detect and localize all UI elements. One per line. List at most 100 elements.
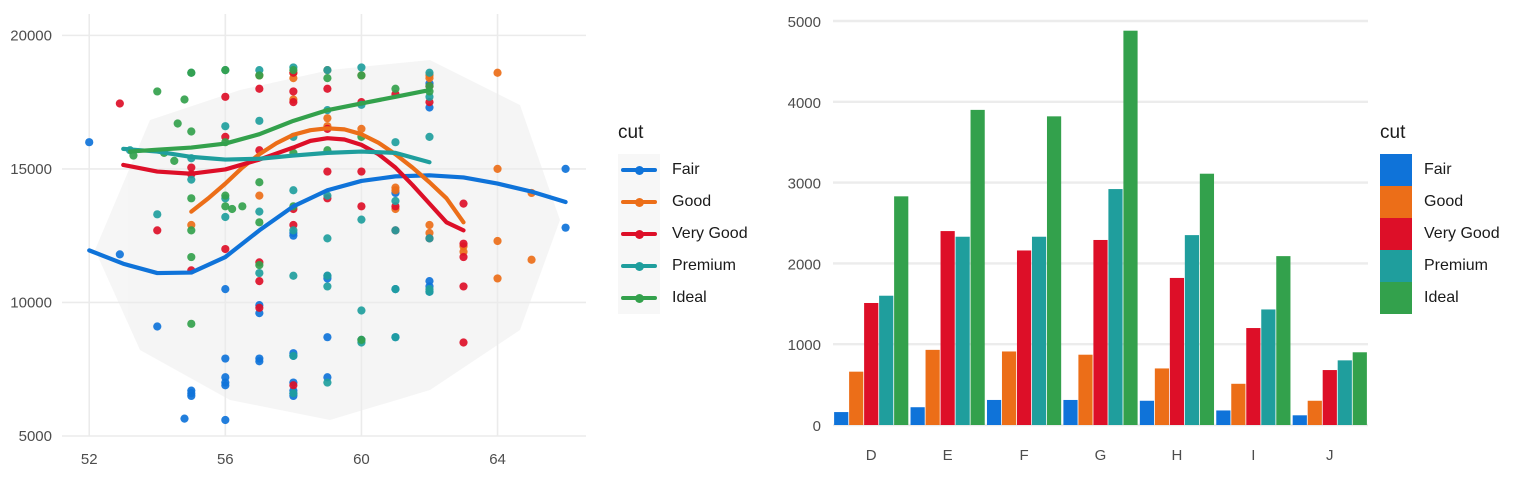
- bar-group-E: [910, 109, 985, 425]
- y-axis-tick-label: 5000: [788, 14, 821, 31]
- bar-E-premium[interactable]: [955, 236, 970, 425]
- x-axis-tick-label: G: [1095, 447, 1107, 464]
- legend-item-good[interactable]: Good: [618, 186, 748, 218]
- bar-I-ideal[interactable]: [1276, 256, 1291, 425]
- x-axis-tick-label: 52: [81, 451, 98, 468]
- bar-J-good[interactable]: [1307, 400, 1322, 425]
- legend-item-label: Fair: [1424, 161, 1452, 178]
- bar-H-fair[interactable]: [1139, 400, 1155, 425]
- bar-group-G: [1063, 30, 1138, 426]
- bar-E-fair[interactable]: [910, 407, 925, 425]
- x-axis-tick-label: D: [866, 447, 877, 464]
- bar-J-fair[interactable]: [1292, 415, 1307, 425]
- bar-D-very-good[interactable]: [864, 302, 879, 425]
- bar-J-ideal[interactable]: [1352, 352, 1367, 425]
- legend-line-point-icon: [618, 218, 660, 250]
- bar-F-premium[interactable]: [1031, 236, 1047, 425]
- legend-item-fair[interactable]: Fair: [1380, 154, 1500, 186]
- bar-group-I: [1216, 256, 1291, 425]
- x-axis-tick-label: 56: [217, 451, 234, 468]
- bar-panel: D E F G H I J 0 1000 2000 3000 4000 5000 cut Fair Goo…: [768, 0, 1536, 480]
- y-axis-tick-label: 0: [813, 418, 821, 435]
- bar-F-ideal[interactable]: [1046, 116, 1062, 426]
- bar-E-ideal[interactable]: [970, 109, 985, 425]
- legend-right: cut Fair Good Very Good Premium Ideal: [1380, 122, 1500, 314]
- bar-G-good[interactable]: [1078, 354, 1093, 425]
- bar-I-very-good[interactable]: [1246, 328, 1261, 425]
- bar-group-F: [986, 116, 1062, 426]
- bar-G-fair[interactable]: [1063, 399, 1078, 425]
- legend-line-point-icon: [618, 282, 660, 314]
- bar-F-good[interactable]: [1001, 351, 1017, 425]
- bar-I-good[interactable]: [1231, 383, 1246, 425]
- bar-E-very-good[interactable]: [940, 231, 955, 425]
- trend-line-good: [189, 126, 466, 225]
- legend-line-point-icon: [618, 154, 660, 186]
- legend-left-title: cut: [618, 122, 644, 143]
- bar-G-ideal[interactable]: [1123, 30, 1138, 426]
- trend-line-ideal: [127, 88, 432, 154]
- legend-right-title: cut: [1380, 122, 1406, 143]
- x-axis-tick-label: 60: [353, 451, 370, 468]
- x-axis-tick-label: F: [1019, 447, 1028, 464]
- bar-D-good[interactable]: [849, 371, 864, 425]
- trend-line-very-good: [121, 136, 466, 233]
- scatter-panel: 5000 10000 15000 20000 52 56 60 64 cut Fair Good…: [0, 0, 748, 480]
- legend-item-premium[interactable]: Premium: [1380, 250, 1500, 282]
- y-axis-tick-label: 4000: [788, 95, 821, 112]
- x-axis-tick-label: J: [1326, 447, 1334, 464]
- bar-F-very-good[interactable]: [1016, 250, 1032, 425]
- legend-item-good[interactable]: Good: [1380, 186, 1500, 218]
- bar-E-good[interactable]: [925, 349, 940, 425]
- legend-item-ideal[interactable]: Ideal: [618, 282, 748, 314]
- legend-line-point-icon: [618, 250, 660, 282]
- legend-swatch-icon: [1380, 250, 1412, 282]
- legend-swatch-icon: [1380, 154, 1412, 186]
- legend-item-label: Premium: [672, 257, 737, 274]
- legend-item-fair[interactable]: Fair: [618, 154, 748, 186]
- bar-H-very-good[interactable]: [1169, 277, 1185, 425]
- bar-D-ideal[interactable]: [894, 196, 909, 425]
- legend-line-point-icon: [618, 186, 660, 218]
- bar-D-fair[interactable]: [834, 412, 849, 425]
- legend-item-very-good[interactable]: Very Good: [618, 218, 748, 250]
- bar-I-fair[interactable]: [1216, 410, 1231, 425]
- bar-group-J: [1292, 352, 1367, 425]
- x-axis-tick-label: I: [1251, 447, 1255, 464]
- bar-I-premium[interactable]: [1261, 309, 1276, 425]
- legend-item-label: Ideal: [672, 289, 707, 306]
- legend-item-ideal[interactable]: Ideal: [1380, 282, 1500, 314]
- legend-item-label: Very Good: [672, 225, 748, 242]
- legend-swatch-icon: [1380, 282, 1412, 314]
- y-axis-tick-label: 15000: [10, 161, 52, 178]
- bar-J-very-good[interactable]: [1322, 370, 1337, 425]
- y-axis-tick-label: 5000: [19, 428, 52, 445]
- bar-F-fair[interactable]: [986, 399, 1002, 425]
- trend-line-premium: [121, 146, 432, 165]
- bar-G-premium[interactable]: [1108, 189, 1123, 425]
- x-axis-tick-label: 64: [489, 451, 506, 468]
- bar-chart-canvas[interactable]: D E F G H I J 0 1000 2000 3000 4000 5000: [768, 0, 1388, 480]
- bar-G-very-good[interactable]: [1093, 239, 1108, 425]
- legend-item-very-good[interactable]: Very Good: [1380, 218, 1500, 250]
- bar-J-premium[interactable]: [1337, 360, 1352, 425]
- bar-D-premium[interactable]: [879, 295, 894, 425]
- legend-item-premium[interactable]: Premium: [618, 250, 748, 282]
- scatter-plot-canvas[interactable]: 5000 10000 15000 20000 52 56 60 64: [0, 0, 620, 480]
- legend-item-label: Fair: [672, 161, 700, 178]
- y-axis-tick-label: 10000: [10, 294, 52, 311]
- legend-left: cut Fair Good Very Good Premium Ideal: [618, 122, 748, 314]
- legend-item-label: Ideal: [1424, 289, 1459, 306]
- x-axis-tick-label: E: [943, 447, 953, 464]
- bar-H-ideal[interactable]: [1199, 173, 1215, 425]
- legend-item-label: Very Good: [1424, 225, 1500, 242]
- legend-right-items: Fair Good Very Good Premium Ideal: [1380, 154, 1500, 314]
- y-axis-tick-label: 2000: [788, 256, 821, 273]
- legend-item-label: Premium: [1424, 257, 1489, 274]
- bar-H-premium[interactable]: [1184, 235, 1200, 425]
- bar-H-good[interactable]: [1154, 368, 1170, 425]
- y-axis-tick-label: 1000: [788, 337, 821, 354]
- legend-swatch-icon: [1380, 186, 1412, 218]
- legend-left-items: Fair Good Very Good Premium Ideal: [618, 154, 748, 314]
